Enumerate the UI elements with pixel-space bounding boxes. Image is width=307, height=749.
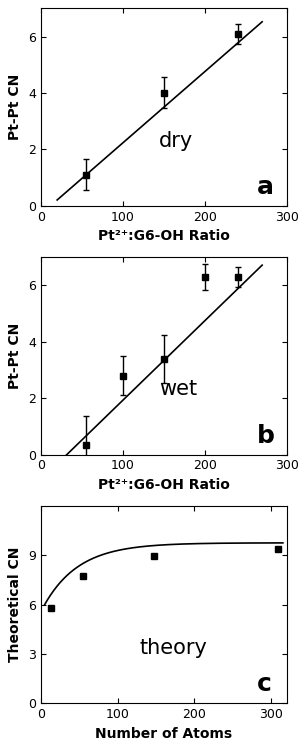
Y-axis label: Theoretical CN: Theoretical CN xyxy=(8,547,22,662)
Text: wet: wet xyxy=(159,379,197,399)
Text: a: a xyxy=(257,175,274,199)
X-axis label: Pt²⁺:G6-OH Ratio: Pt²⁺:G6-OH Ratio xyxy=(98,478,230,492)
Text: b: b xyxy=(257,424,275,448)
Text: c: c xyxy=(257,673,272,697)
Text: dry: dry xyxy=(159,130,193,151)
X-axis label: Number of Atoms: Number of Atoms xyxy=(95,727,232,741)
Y-axis label: Pt-Pt CN: Pt-Pt CN xyxy=(8,323,22,389)
X-axis label: Pt²⁺:G6-OH Ratio: Pt²⁺:G6-OH Ratio xyxy=(98,229,230,243)
Y-axis label: Pt-Pt CN: Pt-Pt CN xyxy=(8,74,22,140)
Text: theory: theory xyxy=(139,638,207,658)
